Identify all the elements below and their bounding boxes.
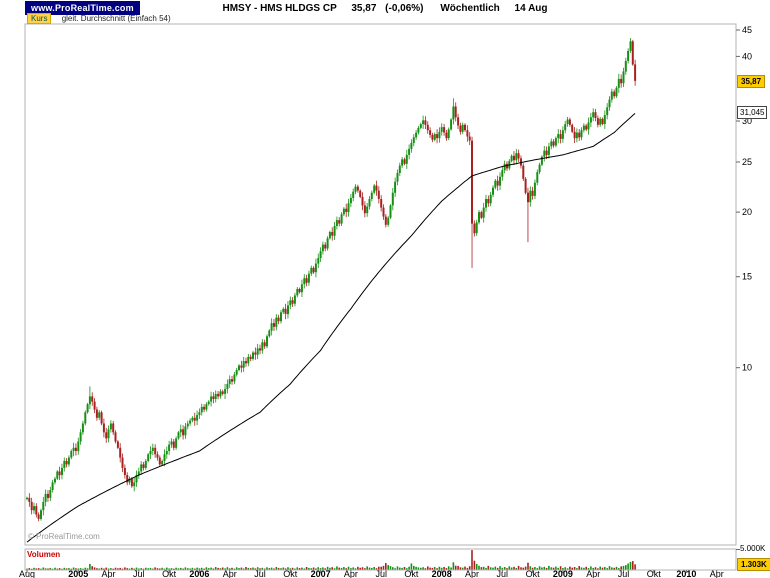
last-volume-badge: 1.303K xyxy=(737,558,770,571)
time-tick-label: Apr xyxy=(101,569,115,578)
axis-ticks-layer: 45 40 30 25 20 15 10 Aug 2005 Apr Jul Okt 2006 Apr Jul… xyxy=(19,25,752,578)
price-tick-label: 40 xyxy=(742,51,752,61)
price-tick-label: 10 xyxy=(742,363,752,373)
time-tick-label: Okt xyxy=(283,569,298,578)
time-tick-label: Jul xyxy=(133,569,145,578)
time-tick-label: 2006 xyxy=(189,569,209,578)
watermark: © ProRealTime.com xyxy=(28,532,100,541)
volume-bars-layer xyxy=(26,550,636,570)
indicator-legend: Kurs gleit. Durchschnitt (Einfach 54) xyxy=(27,13,171,24)
price-series-label[interactable]: Kurs xyxy=(27,13,52,24)
brand-banner: www.ProRealTime.com xyxy=(25,1,140,15)
ma-indicator-label[interactable]: gleit. Durchschnitt (Einfach 54) xyxy=(61,14,171,23)
time-tick-label: Jul xyxy=(618,569,630,578)
time-tick-label: Jul xyxy=(375,569,387,578)
time-tick-label: Okt xyxy=(526,569,541,578)
time-tick-label: 2009 xyxy=(553,569,573,578)
date-label: 14 Aug xyxy=(514,3,548,14)
chart-title: HMSY - HMS HLDGS CP 35,87 (-0,06%) Wöche… xyxy=(222,3,547,14)
time-tick-label: Jul xyxy=(497,569,509,578)
time-tick-label: Okt xyxy=(162,569,177,578)
time-tick-label: Jul xyxy=(254,569,266,578)
time-tick-label: Apr xyxy=(586,569,600,578)
time-tick-label: Okt xyxy=(647,569,662,578)
time-tick-label: Apr xyxy=(710,569,724,578)
price-change-text: (-0,06%) xyxy=(385,3,424,14)
volume-plot-frame xyxy=(24,548,737,571)
last-price-badge: 35,87 xyxy=(737,75,766,88)
price-tick-label: 15 xyxy=(742,272,752,282)
time-tick-label: 2010 xyxy=(676,569,696,578)
time-tick-label: Apr xyxy=(465,569,479,578)
time-tick-label: 2008 xyxy=(432,569,452,578)
price-plot-frame xyxy=(24,23,737,546)
time-tick-label: 2005 xyxy=(68,569,88,578)
time-tick-label: 2007 xyxy=(311,569,331,578)
time-tick-label: Okt xyxy=(404,569,419,578)
price-tick-label: 45 xyxy=(742,25,752,35)
time-tick-label: Apr xyxy=(344,569,358,578)
price-tick-label: 20 xyxy=(742,207,752,217)
ma-line-layer xyxy=(26,113,636,543)
timeframe-label: Wöchentlich xyxy=(440,3,500,14)
price-tick-label: 25 xyxy=(742,157,752,167)
price-tick-label: 30 xyxy=(742,116,752,126)
last-price-text: 35,87 xyxy=(351,3,377,14)
ma-value-badge: 31,045 xyxy=(737,106,768,119)
candles-layer xyxy=(26,38,637,522)
symbol-name: HMSY - HMS HLDGS CP xyxy=(222,3,337,14)
time-tick-label: Aug xyxy=(19,569,35,578)
time-tick-label: Apr xyxy=(223,569,237,578)
volume-panel-label[interactable]: Volumen xyxy=(27,550,61,559)
volume-scale-label: 5.000K xyxy=(740,544,766,553)
